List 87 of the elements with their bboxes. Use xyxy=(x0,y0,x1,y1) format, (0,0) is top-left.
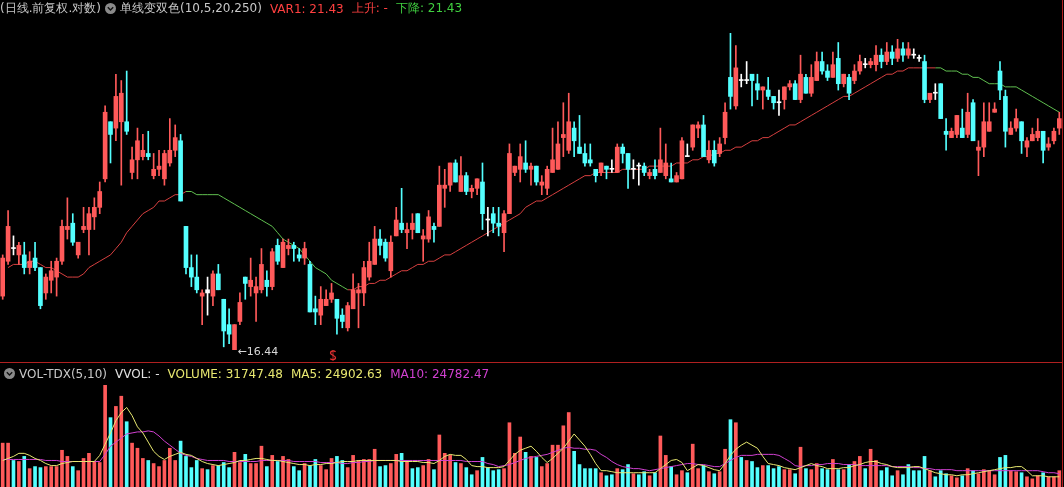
bar xyxy=(421,465,426,487)
bar xyxy=(804,468,808,487)
bar xyxy=(793,473,797,487)
bar xyxy=(820,468,824,487)
bar xyxy=(599,472,603,487)
bar xyxy=(194,460,199,487)
bar xyxy=(87,453,91,487)
bar xyxy=(1035,475,1040,487)
bar xyxy=(960,475,965,487)
bar xyxy=(157,466,161,487)
bar xyxy=(238,462,242,487)
bar xyxy=(184,456,188,487)
bar xyxy=(955,477,959,487)
bar xyxy=(593,468,598,487)
bar xyxy=(712,473,717,487)
bar xyxy=(841,469,846,487)
bar xyxy=(475,470,479,487)
bar xyxy=(610,474,614,487)
bar xyxy=(766,465,771,487)
bar xyxy=(265,466,269,487)
bar xyxy=(378,466,382,487)
bar xyxy=(469,474,474,487)
bar xyxy=(22,456,27,487)
bar xyxy=(33,466,37,487)
text: 上升: - xyxy=(351,0,388,17)
bar xyxy=(669,466,673,487)
candlestick xyxy=(415,213,421,234)
chart-subtitle: 单线变双色(10,5,20,250) xyxy=(120,0,262,17)
bar xyxy=(836,469,841,487)
bar xyxy=(17,461,21,487)
text: VVOL: - xyxy=(115,366,160,381)
bar xyxy=(566,412,571,487)
bar xyxy=(130,442,134,487)
bar xyxy=(901,474,905,487)
bar xyxy=(626,464,630,487)
text: MA10: 24782.47 xyxy=(390,366,490,381)
bar xyxy=(734,422,738,487)
bar xyxy=(70,466,75,487)
bar xyxy=(863,468,868,487)
bar xyxy=(308,465,312,487)
bar xyxy=(831,459,835,487)
candlestick xyxy=(938,83,944,119)
bar xyxy=(615,468,620,487)
text: VAR1: 21.43 xyxy=(269,1,344,16)
bar xyxy=(814,463,819,487)
bar xyxy=(270,455,275,487)
annotation: ←16.44 xyxy=(237,344,279,358)
text: VOLUME: 31747.48 xyxy=(167,366,283,381)
bar xyxy=(933,476,938,487)
bar xyxy=(76,470,80,487)
bar xyxy=(432,469,436,487)
bar xyxy=(200,468,204,487)
bar xyxy=(243,454,248,487)
text: MA5: 24902.63 xyxy=(290,366,383,381)
bar xyxy=(281,456,285,487)
bar xyxy=(998,457,1002,487)
bar xyxy=(141,458,145,487)
chart-title: VOL-TDX(5,10) xyxy=(19,366,108,381)
bar xyxy=(1025,476,1029,487)
bar xyxy=(858,456,862,487)
bar xyxy=(211,465,215,487)
bar xyxy=(847,464,851,487)
bar xyxy=(415,467,420,487)
bar xyxy=(663,455,668,487)
bar xyxy=(739,457,744,487)
bar xyxy=(124,421,129,487)
bar xyxy=(572,450,576,487)
bar xyxy=(760,465,765,487)
bar xyxy=(556,444,560,487)
bar xyxy=(750,461,754,487)
chart-title: (日线.前复权.对数) xyxy=(0,0,101,17)
bar xyxy=(405,461,409,487)
bar xyxy=(502,468,506,487)
bar xyxy=(680,470,684,487)
bar xyxy=(146,460,151,487)
bar xyxy=(464,467,469,487)
bar xyxy=(787,469,792,487)
text: 下降: 21.43 xyxy=(395,0,463,17)
bar xyxy=(874,460,878,487)
bar xyxy=(459,463,463,487)
bar xyxy=(529,456,533,487)
bar xyxy=(928,470,932,487)
bar xyxy=(809,469,814,487)
bar xyxy=(707,471,711,487)
bar xyxy=(60,449,64,487)
bar xyxy=(777,466,781,487)
bar xyxy=(653,472,657,487)
